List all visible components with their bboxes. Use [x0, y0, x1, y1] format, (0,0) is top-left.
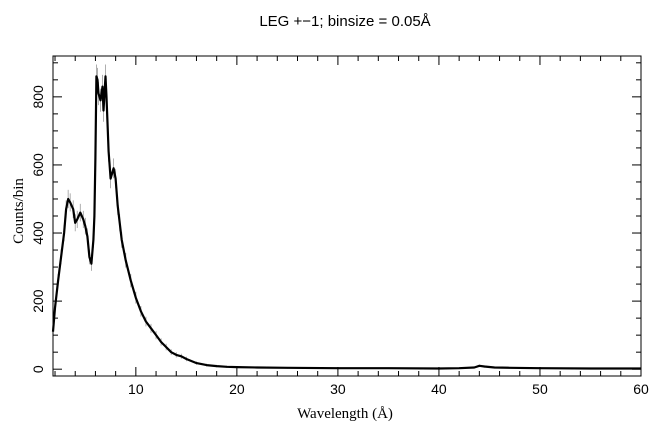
error-bars: [52, 64, 642, 370]
plot-frame: [52, 55, 642, 377]
y-tick-label: 400: [30, 221, 46, 245]
x-tick-label: 60: [633, 381, 649, 397]
spectrum-line: [51, 75, 641, 370]
chart-title: LEG +−1; binsize = 0.05Å: [259, 13, 430, 30]
y-axis-label-group: Counts/bin: [11, 178, 27, 244]
x-tick-label: 30: [330, 381, 346, 397]
x-tick-label: 20: [229, 381, 245, 397]
y-tick-label: 200: [30, 289, 46, 313]
y-tick-label: 800: [30, 85, 46, 109]
x-axis-label: Wavelength (Å): [297, 406, 393, 422]
x-tick-label: 40: [431, 381, 447, 397]
y-axis-label: Counts/bin: [11, 178, 27, 244]
y-tick-label: 600: [30, 153, 46, 177]
x-tick-label: 50: [532, 381, 548, 397]
y-tick-label: 0: [30, 365, 46, 373]
x-tick-label: 10: [128, 381, 144, 397]
